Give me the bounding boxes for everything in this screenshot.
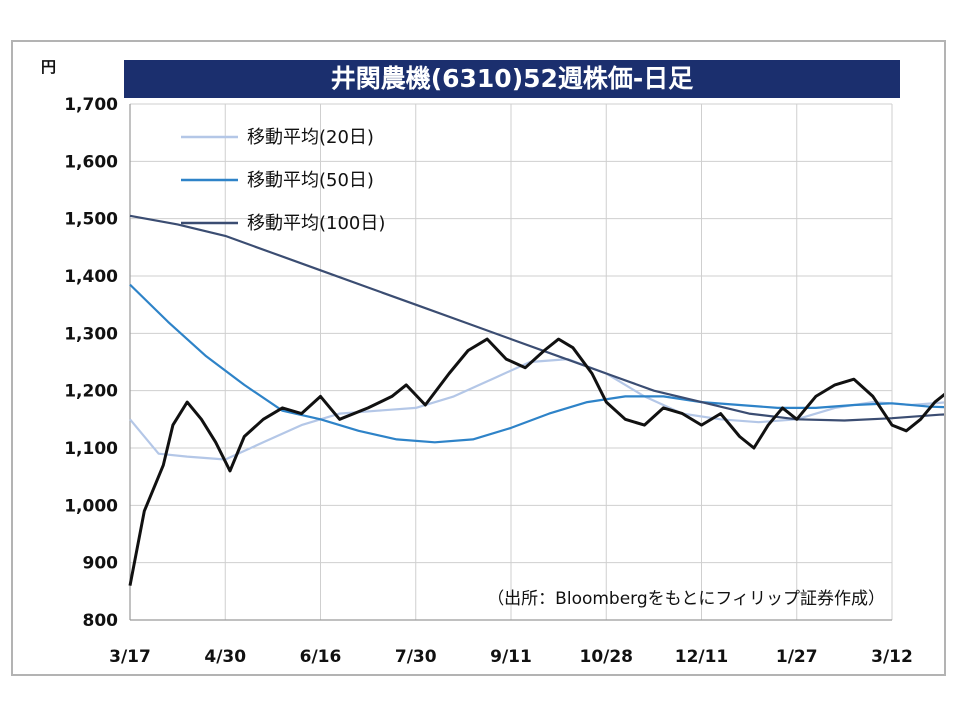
x-tick-label: 10/28 [579,647,633,667]
price-line-group [128,337,944,586]
legend: 移動平均(20日) 移動平均(50日) 移動平均(100日) [181,127,385,234]
legend-entry-ma-50: 移動平均(50日) [247,170,374,191]
source-note: （出所：Bloombergをもとにフィリップ証券作成） [487,589,885,609]
y-tick-label: 800 [83,611,119,631]
ma-20-line [129,358,944,461]
x-tick-label: 6/16 [300,647,342,667]
grid-lines [129,103,893,621]
ma-50-line [129,283,944,444]
y-tick-label: 900 [83,554,119,574]
chart-frame: 井関農機(6310)52週株価-日足 円 800 900 1,000 1,100 1,2… [11,40,946,676]
x-tick-label: 9/11 [490,647,532,667]
y-axis-tick-labels: 800 900 1,000 1,100 1,200 1,300 1,400 1,500 1,60… [64,95,118,631]
x-axis-tick-labels: 3/17 4/30 6/16 7/30 9/11 10/28 12/11 1/27 3/12 [109,647,913,667]
x-tick-label: 3/12 [871,647,913,667]
ma-100-line [129,214,944,422]
y-tick-label: 1,100 [64,439,118,459]
x-tick-label: 3/17 [109,647,151,667]
y-tick-label: 1,000 [64,496,118,516]
x-tick-label: 12/11 [675,647,729,667]
y-tick-label: 1,400 [64,267,118,287]
x-tick-label: 7/30 [395,647,437,667]
y-tick-label: 1,700 [64,95,118,115]
title-banner [124,60,900,98]
y-tick-label: 1,300 [64,324,118,344]
y-tick-label: 1,500 [64,210,118,230]
y-tick-label: 1,600 [64,152,118,172]
y-tick-label: 1,200 [64,382,118,402]
price-line [128,337,944,586]
moving-average-lines [129,214,944,461]
legend-entry-ma-20: 移動平均(20日) [247,127,374,148]
stock-price-chart: 井関農機(6310)52週株価-日足 円 800 900 1,000 1,100 1,2… [41,58,944,667]
y-axis-unit: 円 [41,58,56,76]
x-tick-label: 1/27 [776,647,818,667]
legend-entry-ma-100: 移動平均(100日) [247,213,385,234]
x-tick-label: 4/30 [204,647,246,667]
chart-title: 井関農機(6310)52週株価-日足 [331,64,694,93]
